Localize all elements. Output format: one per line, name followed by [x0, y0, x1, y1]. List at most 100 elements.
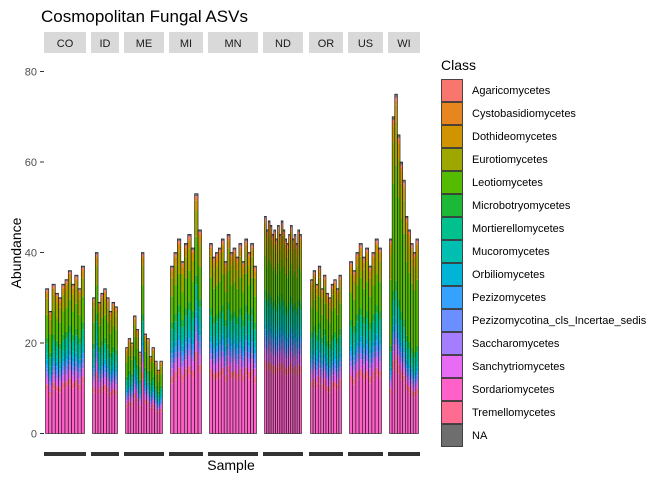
bar-segment	[149, 382, 152, 386]
bar-segment	[275, 240, 278, 243]
bar-segment	[294, 270, 296, 303]
bar	[277, 225, 280, 434]
bar-segment	[318, 277, 321, 297]
bar-segment	[61, 288, 65, 295]
bar-segment	[106, 387, 110, 393]
bar-segment	[180, 263, 185, 265]
bar-segment	[313, 360, 316, 366]
bar-segment	[402, 375, 406, 383]
bar-segment	[151, 397, 155, 400]
bar-segment	[400, 379, 403, 434]
bar-segment	[154, 385, 158, 389]
bar-segment	[295, 247, 298, 250]
bar-segment	[323, 385, 326, 434]
bar-segment	[184, 328, 188, 337]
bar	[173, 252, 178, 434]
bar-segment	[368, 363, 372, 369]
bar-segment	[397, 364, 401, 374]
bar-segment	[235, 260, 239, 263]
bar-segment	[194, 325, 199, 333]
bar-segment	[138, 399, 142, 402]
bar-segment	[71, 334, 75, 341]
bar-segment	[250, 315, 254, 329]
bar-segment	[133, 387, 137, 394]
bar-segment	[173, 352, 178, 358]
bar-segment	[352, 343, 356, 351]
bar-segment	[310, 348, 314, 356]
x-tick-marks	[348, 452, 383, 456]
bar-segment	[394, 331, 398, 339]
bar-segment	[103, 353, 107, 360]
bar-segment	[268, 220, 271, 223]
bar-segment	[173, 321, 178, 334]
bar-segment	[58, 392, 62, 434]
bar-segment	[392, 351, 395, 361]
bar-segment	[215, 285, 219, 315]
bar-segment	[177, 242, 181, 245]
bar-segment	[114, 376, 118, 381]
bar-segment	[58, 349, 62, 359]
bar-segment	[209, 243, 213, 246]
bar-segment	[71, 351, 75, 358]
bar	[218, 247, 222, 434]
bar-segment	[74, 362, 78, 367]
bar-segment	[114, 354, 118, 364]
bar-segment	[241, 366, 245, 376]
bar-segment	[400, 341, 403, 347]
bar-segment	[71, 311, 75, 335]
bar-segment	[215, 265, 219, 286]
bar-segment	[221, 357, 225, 368]
bar-segment	[227, 310, 231, 324]
bar-segment	[61, 334, 65, 341]
bar-segment	[130, 359, 134, 374]
bar	[299, 234, 302, 434]
bar-segment	[218, 338, 222, 345]
bar-segment	[100, 296, 104, 298]
bar-segment	[111, 388, 115, 395]
bar-segment	[365, 331, 369, 339]
bar-segment	[68, 360, 72, 366]
bar-segment	[368, 383, 372, 434]
bar-segment	[52, 285, 56, 288]
bar-segment	[209, 245, 213, 248]
bar-segment	[146, 341, 150, 346]
bar	[399, 161, 403, 434]
bar-segment	[320, 390, 324, 434]
bar-segment	[253, 271, 257, 278]
bar	[180, 261, 185, 434]
bar-segment	[238, 315, 242, 329]
bar	[156, 369, 161, 434]
bar-segment	[238, 247, 242, 250]
bar-segment	[323, 366, 326, 372]
bar-segment	[247, 285, 251, 315]
bar-segment	[275, 345, 278, 352]
bar-segment	[146, 396, 150, 402]
bar-segment	[359, 353, 363, 360]
bar-segment	[81, 271, 85, 278]
bar-segment	[218, 251, 222, 254]
bar-segment	[125, 350, 129, 354]
bar-segment	[315, 287, 319, 289]
legend-label: Saccharomycetes	[472, 338, 560, 350]
bar-segment	[333, 381, 337, 388]
bar-segment	[187, 343, 192, 350]
bar-segment	[209, 308, 213, 316]
bar	[48, 311, 53, 434]
bar-segment	[244, 340, 248, 346]
bar-segment	[71, 294, 75, 312]
x-tick-marks	[44, 452, 86, 456]
bar-segment	[292, 351, 295, 358]
legend-item: Pezizomycetes	[441, 286, 546, 309]
bar-segment	[100, 303, 104, 319]
bar-segment	[286, 342, 289, 348]
bar-segment	[336, 343, 339, 354]
bar-segment	[149, 391, 152, 395]
bar-segment	[410, 247, 414, 250]
legend-item: Tremellomycetes	[441, 401, 556, 424]
bar-segment	[78, 314, 82, 338]
bar-segment	[180, 261, 185, 264]
bar-segment	[141, 352, 144, 358]
bar-segment	[389, 244, 393, 255]
bar-segment	[159, 398, 163, 401]
bar-segment	[159, 388, 163, 394]
